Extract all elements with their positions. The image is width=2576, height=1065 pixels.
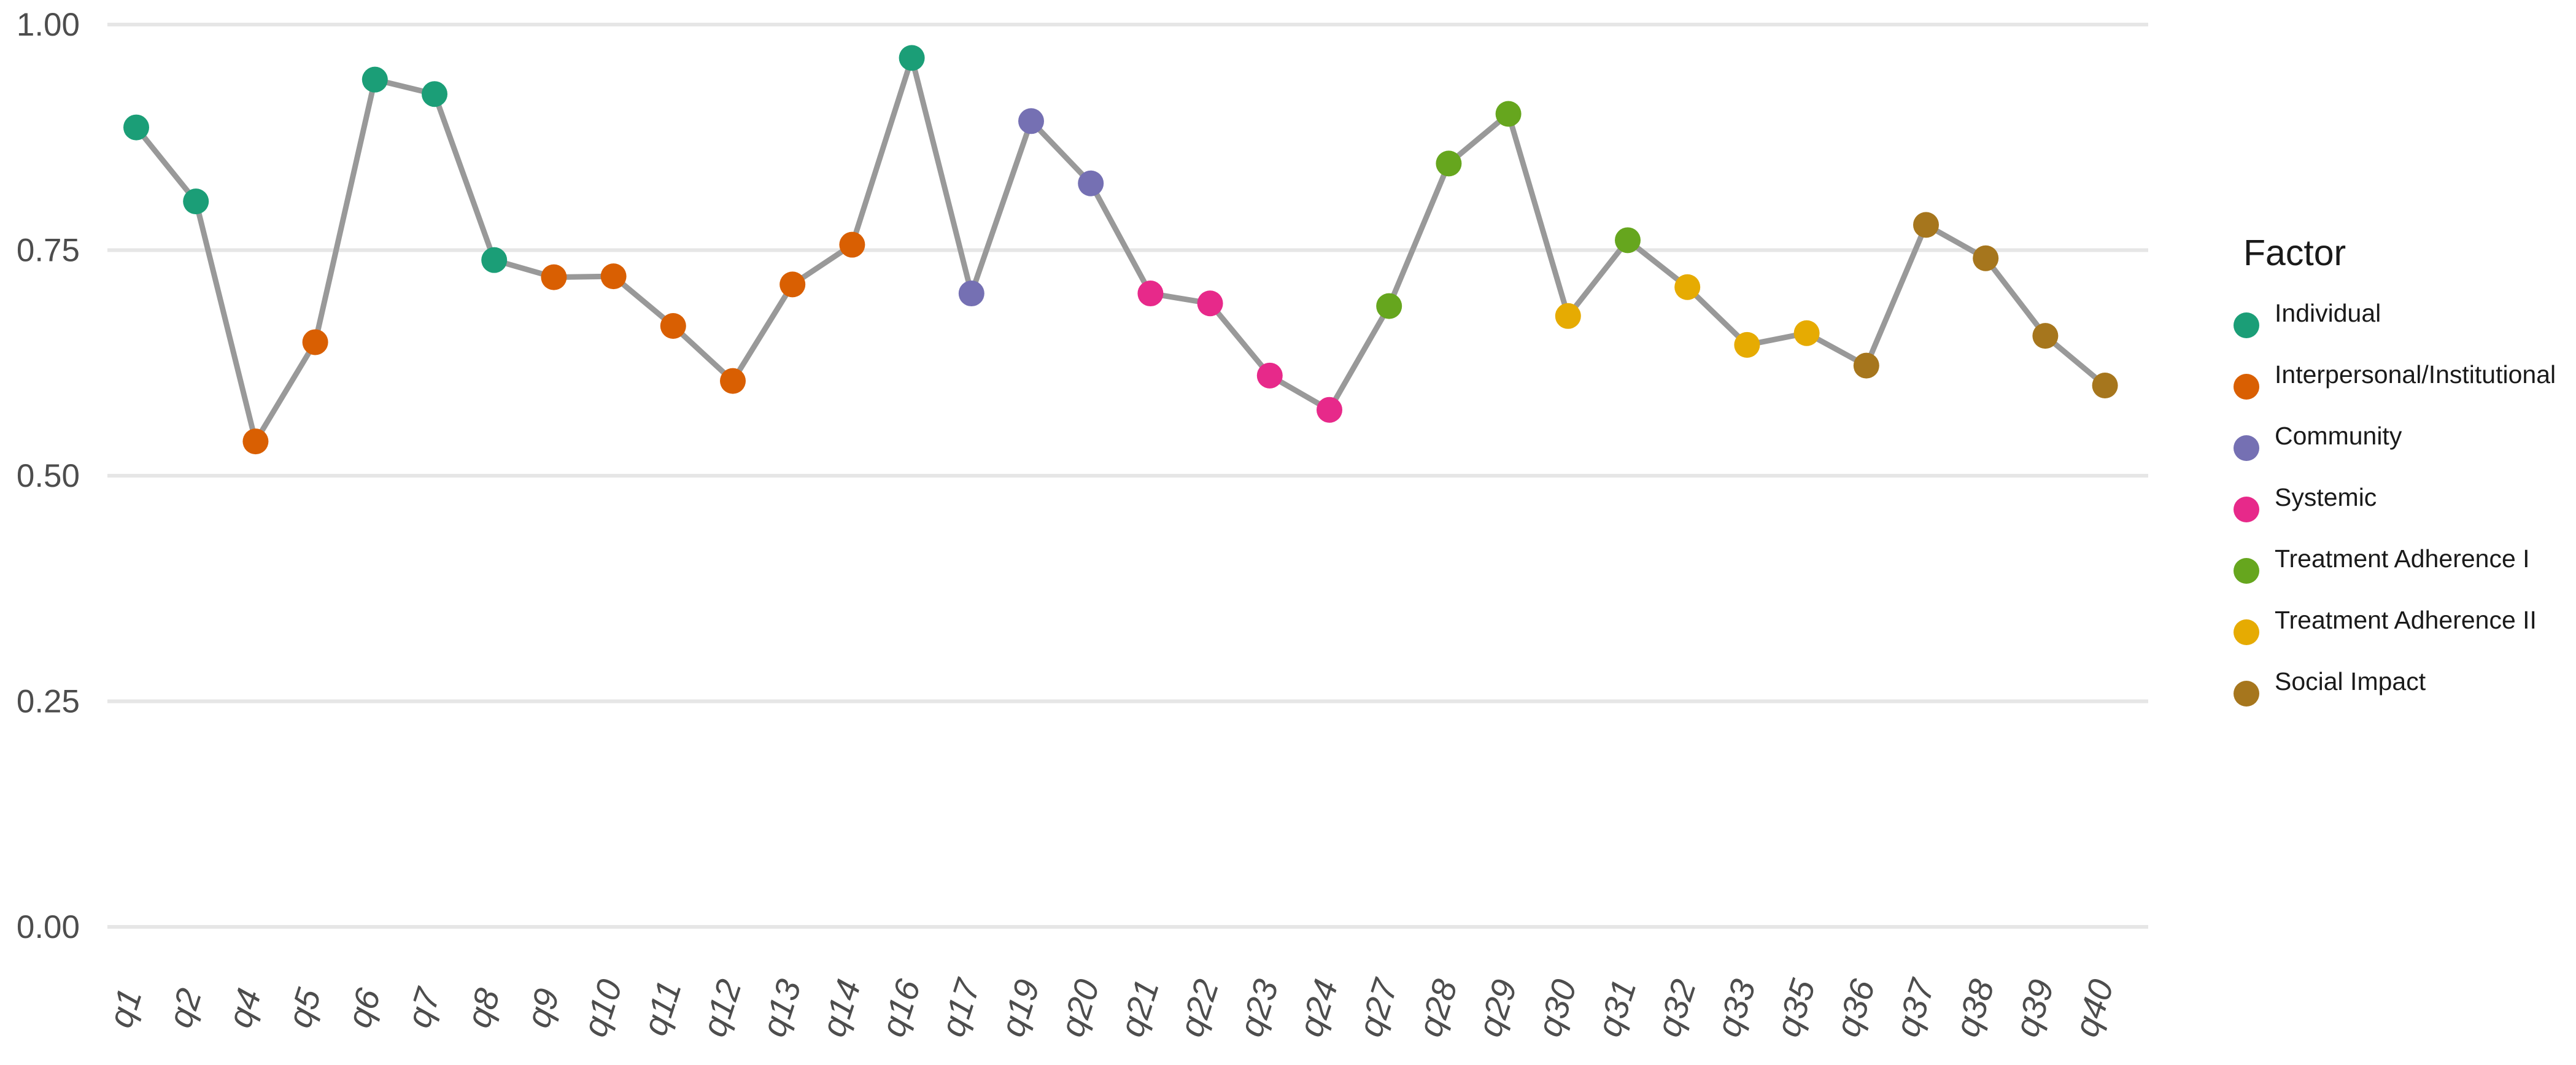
x-tick-label: q29 — [1470, 975, 1525, 1041]
legend: Factor Individual Interpersonal/Instituti… — [2234, 233, 2556, 707]
data-point-q17 — [958, 281, 984, 307]
data-point-q40 — [2092, 373, 2118, 398]
data-point-q21 — [1137, 281, 1164, 307]
x-tick-label: q40 — [2067, 975, 2121, 1041]
data-point-q27 — [1376, 293, 1402, 319]
x-tick-label: q17 — [933, 974, 988, 1041]
x-tick-label: q28 — [1410, 975, 1464, 1041]
data-point-q32 — [1674, 274, 1701, 300]
legend-key — [2234, 619, 2259, 645]
data-point-q23 — [1256, 362, 1283, 389]
data-point-q33 — [1734, 331, 1760, 358]
x-tick-label: q23 — [1231, 975, 1286, 1041]
x-tick-label: q24 — [1291, 975, 1345, 1041]
x-tick-label: q6 — [339, 983, 388, 1032]
data-point-q11 — [660, 312, 686, 339]
x-tick-label: q10 — [575, 975, 630, 1041]
legend-label: Treatment Adherence II — [2275, 606, 2537, 634]
x-tick-label: q32 — [1649, 975, 1703, 1041]
data-point-q2 — [183, 188, 209, 215]
data-point-q14 — [839, 231, 865, 258]
data-point-q30 — [1555, 303, 1581, 329]
legend-key — [2234, 497, 2259, 522]
data-point-q28 — [1436, 150, 1462, 177]
x-tick-label: q33 — [1708, 975, 1763, 1041]
x-tick-label: q1 — [101, 984, 149, 1032]
legend-key — [2234, 681, 2259, 707]
data-point-q37 — [1913, 212, 1939, 238]
y-tick-label: 0.75 — [17, 233, 80, 269]
data-point-q12 — [720, 368, 746, 394]
data-point-q13 — [779, 271, 806, 298]
y-tick-label: 0.50 — [17, 458, 80, 494]
x-axis-ticks: q1 q2 q4 q5 q6 q7 q8 q9 q10 q11 q12 q13 q14 q16 q17 q19… — [101, 974, 2121, 1041]
x-tick-label: q4 — [220, 984, 268, 1032]
legend-label: Community — [2275, 422, 2402, 450]
x-tick-label: q22 — [1172, 975, 1226, 1041]
data-point-q31 — [1615, 227, 1641, 254]
connector-line — [133, 55, 2108, 444]
x-tick-label: q20 — [1052, 975, 1107, 1041]
x-tick-label: q14 — [813, 975, 868, 1041]
legend-key — [2234, 435, 2259, 461]
legend-key — [2234, 312, 2259, 338]
x-tick-label: q36 — [1828, 974, 1882, 1041]
x-tick-label: q35 — [1768, 974, 1823, 1041]
data-point-q10 — [600, 263, 627, 290]
data-point-q4 — [242, 428, 269, 455]
data-point-q22 — [1197, 290, 1223, 317]
gridlines — [107, 23, 2148, 929]
data-point-q19 — [1018, 108, 1044, 134]
data-point-q1 — [123, 114, 149, 141]
legend-label: Systemic — [2275, 483, 2377, 511]
x-tick-label: q13 — [754, 975, 808, 1041]
x-tick-label: q37 — [1887, 974, 1942, 1041]
data-points — [123, 45, 2118, 455]
legend-key — [2234, 374, 2259, 400]
x-tick-label: q31 — [1589, 975, 1644, 1041]
y-tick-label: 0.00 — [17, 909, 80, 945]
x-tick-label: q39 — [2006, 975, 2061, 1041]
x-tick-label: q19 — [992, 975, 1047, 1041]
data-point-q24 — [1317, 397, 1342, 423]
y-tick-label: 1.00 — [17, 7, 80, 43]
x-tick-label: q9 — [518, 984, 567, 1032]
x-tick-label: q38 — [1947, 975, 2002, 1041]
data-point-q35 — [1793, 320, 1820, 346]
data-point-q36 — [1853, 352, 1879, 379]
legend-title: Factor — [2243, 233, 2346, 273]
legend-label: Interpersonal/Institutional — [2275, 360, 2556, 389]
legend-label: Treatment Adherence I — [2275, 544, 2530, 573]
data-point-q6 — [362, 66, 388, 93]
data-point-q39 — [2032, 323, 2059, 349]
y-axis-ticks: 0.00 0.25 0.50 0.75 1.00 — [17, 7, 80, 945]
x-tick-label: q16 — [873, 974, 928, 1041]
x-tick-label: q2 — [160, 984, 209, 1032]
data-point-q38 — [1973, 245, 1999, 271]
x-tick-label: q5 — [279, 983, 328, 1032]
data-point-q16 — [899, 45, 925, 71]
connector-path — [133, 55, 2108, 444]
data-point-q8 — [481, 247, 508, 273]
legend-label: Social Impact — [2275, 667, 2426, 695]
legend-key — [2234, 558, 2259, 584]
data-point-q20 — [1078, 170, 1104, 196]
x-tick-label: q8 — [458, 984, 507, 1032]
data-point-q29 — [1495, 101, 1522, 127]
y-tick-label: 0.25 — [17, 684, 80, 720]
legend-label: Individual — [2275, 299, 2381, 327]
data-point-q7 — [422, 81, 447, 107]
data-point-q9 — [541, 264, 567, 290]
data-point-q5 — [302, 329, 328, 355]
x-tick-label: q12 — [694, 975, 749, 1041]
x-tick-label: q27 — [1350, 974, 1405, 1041]
x-tick-label: q11 — [635, 976, 689, 1040]
x-tick-label: q7 — [399, 983, 448, 1032]
x-tick-label: q21 — [1112, 975, 1166, 1041]
x-tick-label: q30 — [1530, 975, 1584, 1041]
